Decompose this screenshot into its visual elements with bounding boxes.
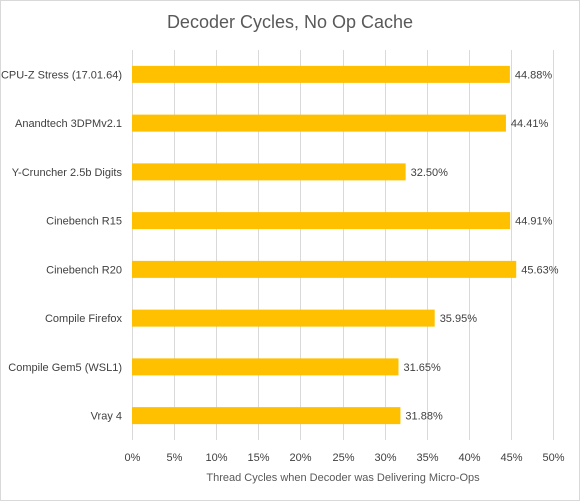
- category-label: Compile Gem5 (WSL1): [8, 362, 122, 374]
- bar: [132, 309, 435, 327]
- value-label: 31.88%: [405, 411, 443, 423]
- value-label: 44.91%: [515, 216, 553, 228]
- value-label: 45.63%: [521, 264, 559, 276]
- x-tick-label: 45%: [500, 452, 522, 464]
- value-label: 32.50%: [411, 167, 449, 179]
- category-label: Vray 4: [91, 411, 122, 423]
- x-tick-label: 10%: [205, 452, 227, 464]
- bar: [132, 114, 506, 132]
- bar: [132, 163, 406, 181]
- bars: [132, 65, 517, 425]
- x-tick-label: 30%: [374, 452, 396, 464]
- x-tick-label: 15%: [247, 452, 269, 464]
- category-label: Cinebench R15: [46, 216, 122, 228]
- value-labels: 44.88% 44.41% 32.50% 44.91% 45.63% 35.95% 31.6…: [403, 69, 558, 422]
- x-tick-label: 0%: [125, 452, 141, 464]
- category-label: Y-Cruncher 2.5b Digits: [12, 167, 123, 179]
- category-label: Cinebench R20: [46, 264, 122, 276]
- category-label: CPU-Z Stress (17.01.64): [1, 69, 122, 81]
- x-tick-label: 40%: [458, 452, 480, 464]
- category-labels: CPU-Z Stress (17.01.64) Anandtech 3DPMv2.…: [1, 69, 123, 422]
- x-tick-labels: 0% 5% 10% 15% 20% 25% 30% 35% 40% 45% 50%: [125, 452, 565, 464]
- x-tick-label: 35%: [416, 452, 438, 464]
- value-label: 44.41%: [511, 118, 549, 130]
- bar: [132, 407, 401, 425]
- bar: [132, 358, 399, 376]
- chart-title: Decoder Cycles, No Op Cache: [167, 12, 413, 32]
- value-label: 35.95%: [440, 313, 478, 325]
- bar: [132, 65, 510, 83]
- x-axis-title: Thread Cycles when Decoder was Deliverin…: [206, 472, 480, 484]
- category-label: Anandtech 3DPMv2.1: [15, 118, 122, 130]
- bar: [132, 212, 511, 230]
- value-label: 44.88%: [515, 69, 553, 81]
- gridlines: [132, 50, 554, 440]
- x-tick-label: 25%: [332, 452, 354, 464]
- x-tick-label: 5%: [167, 452, 183, 464]
- value-label: 31.65%: [403, 362, 441, 374]
- category-label: Compile Firefox: [45, 313, 123, 325]
- x-tick-label: 50%: [542, 452, 564, 464]
- bar: [132, 260, 517, 278]
- x-tick-label: 20%: [289, 452, 311, 464]
